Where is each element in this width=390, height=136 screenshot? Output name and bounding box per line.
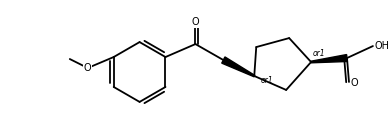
Polygon shape [311, 55, 347, 63]
Polygon shape [222, 57, 255, 77]
Text: or1: or1 [260, 76, 273, 85]
Text: O: O [350, 78, 358, 88]
Text: O: O [84, 63, 92, 73]
Text: O: O [191, 17, 199, 27]
Text: OH: OH [374, 41, 389, 51]
Text: or1: or1 [313, 49, 326, 58]
